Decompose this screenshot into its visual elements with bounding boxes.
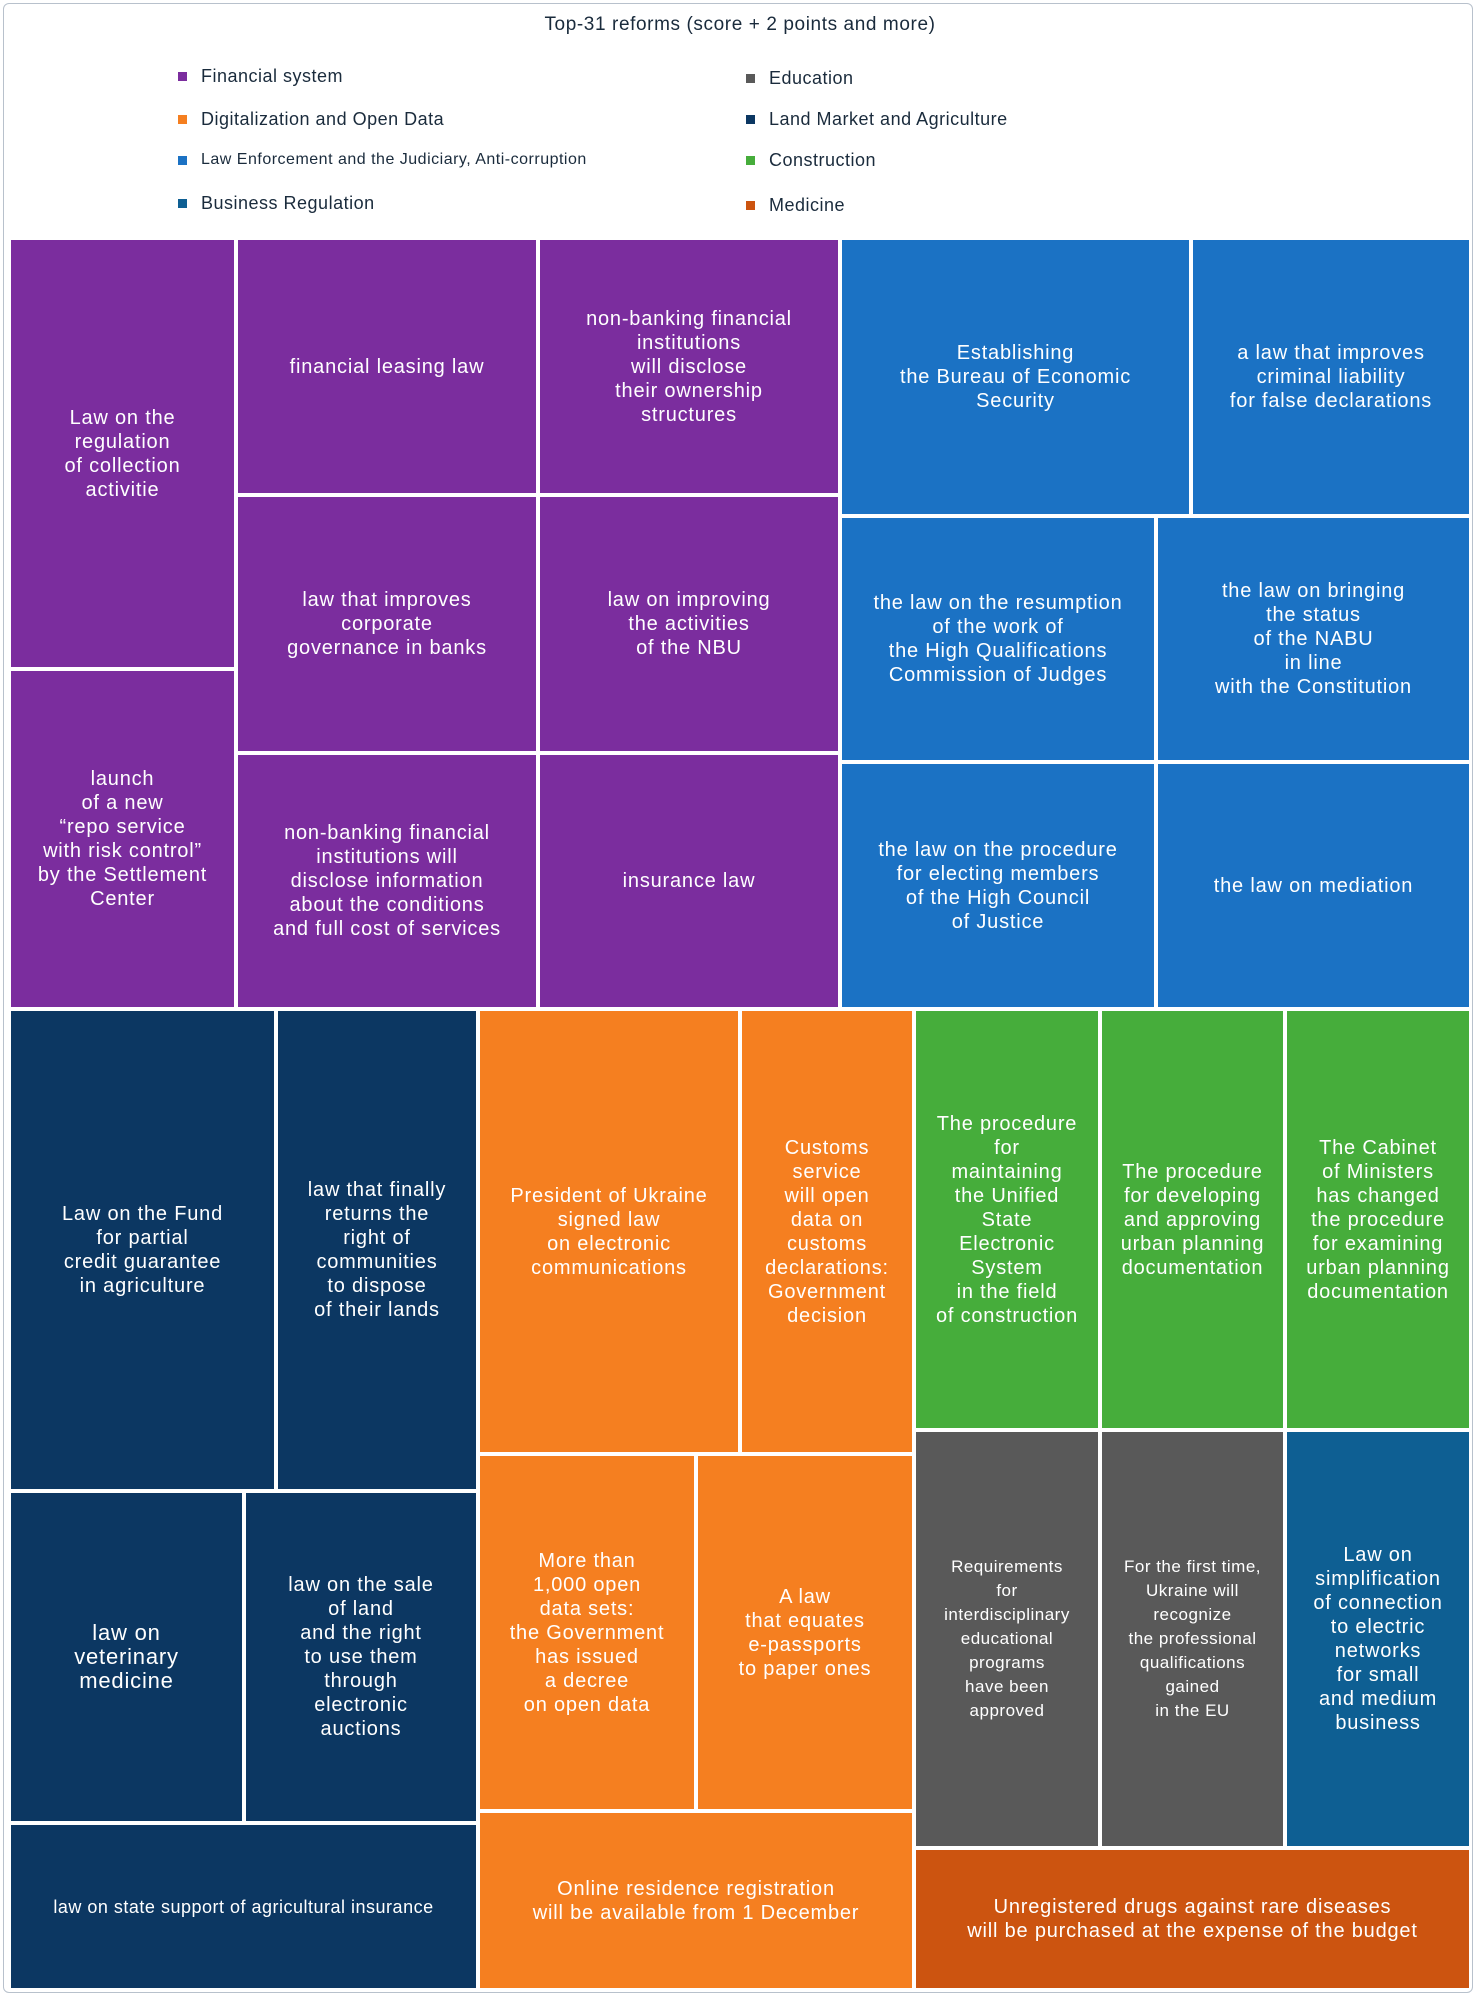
treemap-cell-label: law that improves corporate governance i… xyxy=(287,589,487,659)
legend-item: Law Enforcement and the Judiciary, Anti-… xyxy=(178,151,587,169)
treemap-cell-label: Unregistered drugs against rare diseases… xyxy=(967,1896,1418,1942)
chart-frame xyxy=(3,3,1473,1993)
treemap-cell: the law on bringing the status of the NA… xyxy=(1156,516,1471,762)
treemap-cell-label: Law on simplification of connection to e… xyxy=(1313,1544,1443,1734)
legend-label: Financial system xyxy=(201,66,344,86)
treemap-cell: financial leasing law xyxy=(236,238,538,495)
legend-item: Medicine xyxy=(746,195,845,216)
treemap-cell: Law on the Fund for partial credit guara… xyxy=(9,1009,276,1491)
treemap-cell-label: law on state support of agricultural ins… xyxy=(53,1896,434,1917)
legend-item: Education xyxy=(746,68,854,89)
legend-swatch xyxy=(746,74,755,83)
treemap-cell-label: law that finally returns the right of co… xyxy=(307,1179,447,1321)
treemap-cell: law on veterinary medicine xyxy=(9,1491,244,1823)
treemap-cell-label: launch of a new “repo service with risk … xyxy=(37,768,208,910)
treemap-cell-label: More than 1,000 open data sets: the Gove… xyxy=(509,1549,665,1716)
treemap-cell-label: the law on the procedure for electing me… xyxy=(878,838,1118,933)
treemap-cell-label: non-banking financial institutions will … xyxy=(273,822,501,940)
treemap-cell: President of Ukraine signed law on elect… xyxy=(478,1009,740,1454)
treemap-cell: insurance law xyxy=(538,753,840,1009)
treemap-cell-label: Law on the regulation of collection acti… xyxy=(64,406,181,501)
treemap-cell: Establishing the Bureau of Economic Secu… xyxy=(840,238,1191,516)
treemap-cell: the law on mediation xyxy=(1156,762,1471,1009)
treemap-cell: Customs service will open data on custom… xyxy=(740,1009,914,1454)
treemap-cell-label: Law on the Fund for partial credit guara… xyxy=(62,1203,223,1297)
treemap-cell-label: law on veterinary medicine xyxy=(74,1620,179,1693)
legend-label: Construction xyxy=(769,150,877,170)
legend-label: Medicine xyxy=(769,195,846,215)
legend-swatch xyxy=(178,72,187,81)
treemap-cell: The procedure for developing and approvi… xyxy=(1100,1009,1285,1430)
treemap-cell: Online residence registration will be av… xyxy=(478,1811,914,1990)
treemap-cell: the law on the procedure for electing me… xyxy=(840,762,1156,1009)
treemap-cell: Law on simplification of connection to e… xyxy=(1285,1430,1471,1848)
legend-label: Law Enforcement and the Judiciary, Anti-… xyxy=(201,151,587,168)
treemap-cell-label: a law that improves criminal liability f… xyxy=(1229,342,1433,412)
treemap-cell-label: the law on the resumption of the work of… xyxy=(873,592,1123,686)
treemap-cell-label: the law on bringing the status of the NA… xyxy=(1215,580,1412,698)
legend-swatch xyxy=(746,201,755,210)
treemap-cell-label: A law that equates e-passports to paper … xyxy=(738,1585,872,1680)
treemap-cell: non-banking financial institutions will … xyxy=(538,238,840,495)
treemap-cell: law on the sale of land and the right to… xyxy=(244,1491,478,1823)
legend-label: Digitalization and Open Data xyxy=(201,109,445,129)
treemap-cell: a law that improves criminal liability f… xyxy=(1191,238,1471,516)
treemap-cell-label: Establishing the Bureau of Economic Secu… xyxy=(899,342,1132,412)
treemap-cell-label: the law on mediation xyxy=(1213,874,1414,897)
treemap-cell-label: For the first time, Ukraine will recogni… xyxy=(1123,1557,1262,1720)
treemap-cell-label: Customs service will open data on custom… xyxy=(765,1136,889,1327)
legend-swatch xyxy=(178,155,187,165)
treemap-cell: law that improves corporate governance i… xyxy=(236,495,538,753)
treemap-cell-label: insurance law xyxy=(622,870,756,892)
treemap-cell-label: Online residence registration will be av… xyxy=(532,1877,860,1924)
treemap-cell-label: non-banking financial institutions will … xyxy=(586,307,792,426)
treemap-cell-label: law on the sale of land and the right to… xyxy=(288,1574,434,1740)
treemap: Law on the regulation of collection acti… xyxy=(9,238,1471,1990)
legend-label: Business Regulation xyxy=(201,193,375,213)
legend-swatch xyxy=(746,115,755,124)
treemap-cell: Unregistered drugs against rare diseases… xyxy=(914,1848,1471,1990)
treemap-cell-label: The procedure for developing and approvi… xyxy=(1120,1160,1265,1279)
treemap-cell-label: financial leasing law xyxy=(289,355,485,378)
treemap-cell: The Cabinet of Ministers has changed the… xyxy=(1285,1009,1471,1430)
treemap-cell: Requirements for interdisciplinary educa… xyxy=(914,1430,1100,1848)
legend-item: Business Regulation xyxy=(178,193,375,214)
treemap-cell-label: President of Ukraine signed law on elect… xyxy=(510,1184,708,1279)
treemap-cell: The procedure for maintaining the Unifie… xyxy=(914,1009,1100,1430)
treemap-cell: For the first time, Ukraine will recogni… xyxy=(1100,1430,1285,1848)
treemap-cell: Law on the regulation of collection acti… xyxy=(9,238,236,669)
treemap-cell-label: Requirements for interdisciplinary educa… xyxy=(944,1557,1070,1720)
chart-title: Top-31 reforms (score + 2 points and mor… xyxy=(544,14,936,35)
legend-label: Education xyxy=(769,68,854,88)
treemap-cell: law on improving the activities of the N… xyxy=(538,495,840,753)
treemap-cell-label: The Cabinet of Ministers has changed the… xyxy=(1306,1136,1450,1303)
treemap-cell: A law that equates e-passports to paper … xyxy=(696,1454,914,1811)
legend-item: Construction xyxy=(746,150,876,171)
treemap-cell: law that finally returns the right of co… xyxy=(276,1009,478,1491)
legend-swatch xyxy=(746,156,755,165)
treemap-cell: law on state support of agricultural ins… xyxy=(9,1823,478,1990)
treemap-cell: the law on the resumption of the work of… xyxy=(840,516,1156,762)
treemap-cell: More than 1,000 open data sets: the Gove… xyxy=(478,1454,696,1811)
legend-label: Land Market and Agriculture xyxy=(769,109,1008,129)
treemap-cell: launch of a new “repo service with risk … xyxy=(9,669,236,1009)
legend-swatch xyxy=(178,199,187,208)
legend-item: Digitalization and Open Data xyxy=(178,109,444,130)
legend-item: Financial system xyxy=(178,66,343,87)
legend-item: Land Market and Agriculture xyxy=(746,109,1008,130)
legend-swatch xyxy=(178,115,187,124)
treemap-cell-label: law on improving the activities of the N… xyxy=(607,589,771,659)
treemap-cell: non-banking financial institutions will … xyxy=(236,753,538,1009)
treemap-cell-label: The procedure for maintaining the Unifie… xyxy=(935,1112,1079,1327)
